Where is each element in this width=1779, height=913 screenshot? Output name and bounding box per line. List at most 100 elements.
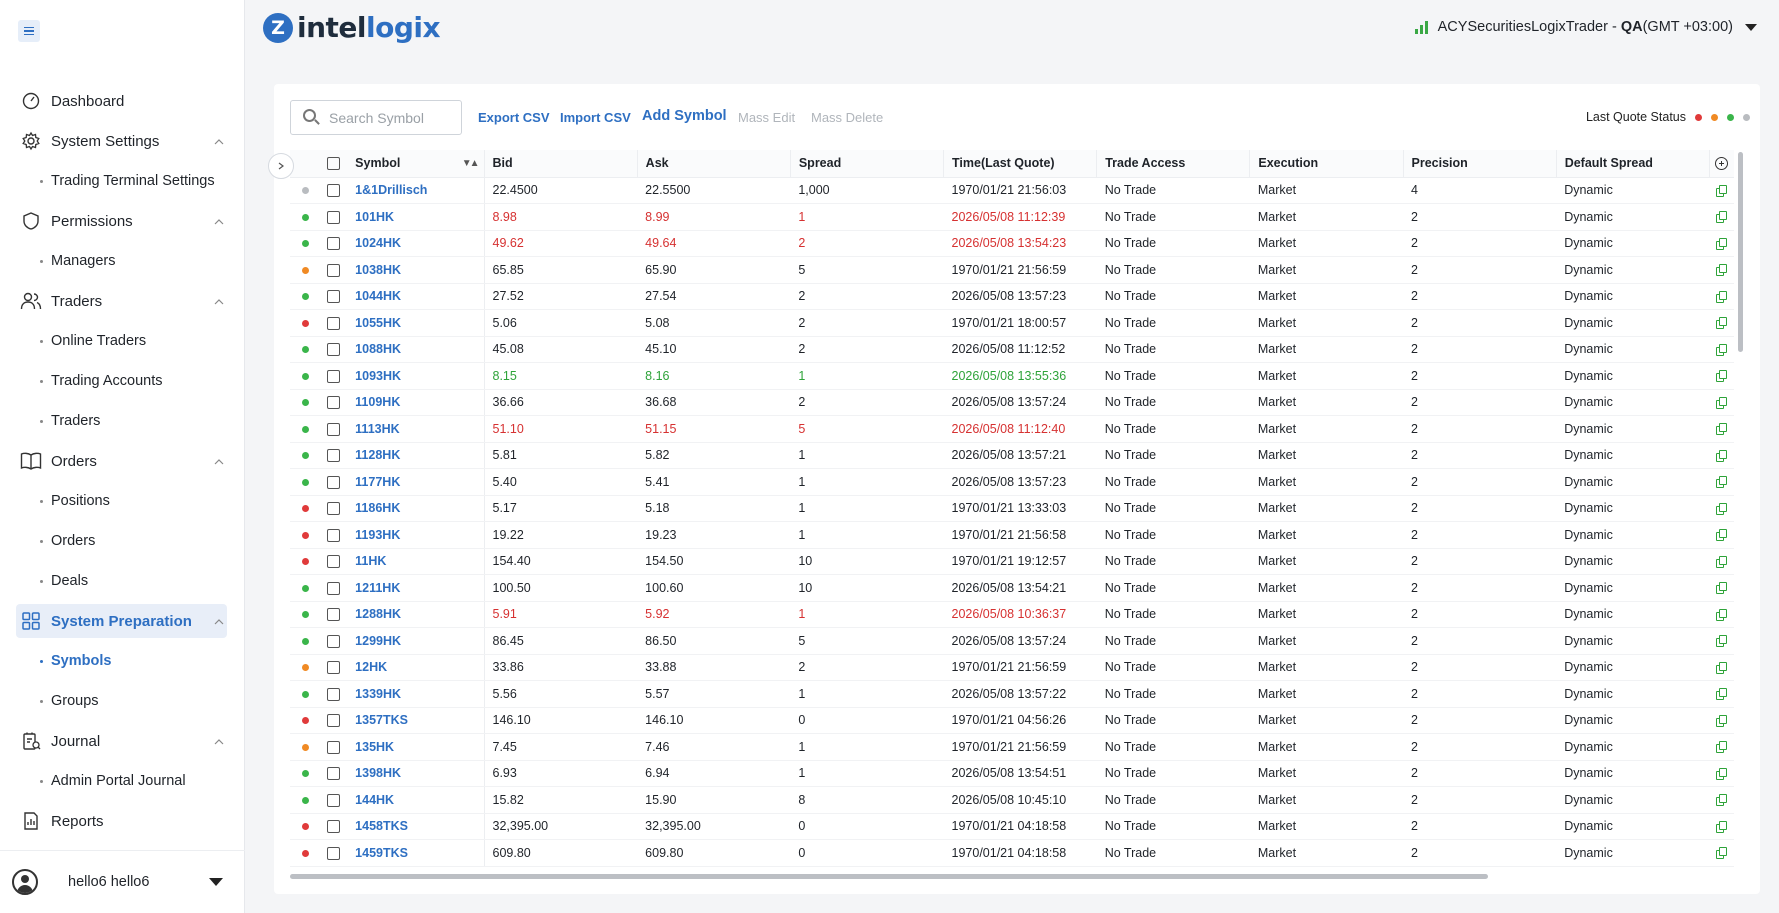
table-row[interactable]: 1211HK 100.50 100.60 10 2026/05/08 13:54:21 N… (290, 574, 1734, 602)
table-row[interactable]: 11HK 154.40 154.50 10 1970/01/21 19:12:57 No … (290, 548, 1734, 575)
sidebar-subitem-groups[interactable]: Groups (40, 684, 227, 718)
chevron-up-icon[interactable] (213, 295, 225, 307)
sort-icon[interactable]: ▼▲ (461, 158, 480, 169)
symbol-link[interactable]: 1088HK (347, 336, 485, 363)
checkbox[interactable] (327, 157, 341, 171)
symbol-link[interactable]: 144HK (347, 786, 485, 814)
symbol-link[interactable]: 101HK (347, 203, 485, 231)
copy-icon[interactable] (1715, 476, 1728, 489)
row-checkbox[interactable] (327, 449, 341, 463)
table-row[interactable]: 1&1Drillisch 22.4500 22.5500 1,000 1970/01/2… (290, 177, 1734, 204)
copy-icon[interactable] (1715, 396, 1728, 409)
copy-icon[interactable] (1715, 211, 1728, 224)
horizontal-scrollbar[interactable] (290, 874, 1735, 880)
add-symbol-button[interactable]: Add Symbol (642, 108, 727, 124)
row-checkbox[interactable] (327, 396, 341, 410)
table-row[interactable]: 1288HK 5.91 5.92 1 2026/05/08 10:36:37 No Tra… (290, 601, 1734, 628)
user-menu[interactable]: hello6 hello6 (0, 850, 245, 913)
copy-icon[interactable] (1715, 317, 1728, 330)
symbol-link[interactable]: 1&1Drillisch (347, 177, 485, 204)
copy-icon[interactable] (1715, 635, 1728, 648)
import-csv-button[interactable]: Import CSV (560, 110, 631, 125)
mass-edit-button[interactable]: Mass Edit (738, 110, 796, 125)
table-row[interactable]: 1093HK 8.15 8.16 1 2026/05/08 13:55:36 No Tra… (290, 362, 1734, 390)
sidebar-subitem-positions[interactable]: Positions (40, 484, 227, 518)
row-checkbox[interactable] (327, 316, 341, 330)
row-checkbox[interactable] (327, 714, 341, 728)
table-row[interactable]: 1109HK 36.66 36.68 2 2026/05/08 13:57:24 No T… (290, 389, 1734, 416)
export-csv-button[interactable]: Export CSV (478, 110, 550, 125)
copy-icon[interactable] (1715, 290, 1728, 303)
row-checkbox[interactable] (327, 422, 341, 436)
select-all-checkbox[interactable] (320, 150, 348, 178)
table-row[interactable]: 1299HK 86.45 86.50 5 2026/05/08 13:57:24 No T… (290, 627, 1734, 655)
row-checkbox[interactable] (327, 502, 341, 516)
sidebar-item-reports[interactable]: Reports (16, 804, 227, 838)
symbol-link[interactable]: 11HK (347, 548, 485, 575)
copy-icon[interactable] (1715, 714, 1728, 727)
copy-icon[interactable] (1715, 184, 1728, 197)
sidebar-item-journal[interactable]: Journal (16, 724, 227, 758)
column-header-ask[interactable]: Ask (637, 150, 791, 178)
copy-icon[interactable] (1715, 423, 1728, 436)
sidebar-subitem-online-traders[interactable]: Online Traders (40, 324, 227, 358)
table-row[interactable]: 1055HK 5.06 5.08 2 1970/01/21 18:00:57 No Tra… (290, 309, 1734, 337)
copy-icon[interactable] (1715, 502, 1728, 515)
sidebar-subitem-managers[interactable]: Managers (40, 244, 227, 278)
copy-icon[interactable] (1715, 264, 1728, 277)
column-header-bid[interactable]: Bid (484, 150, 638, 178)
row-checkbox[interactable] (327, 263, 341, 277)
sidebar-subitem-traders[interactable]: Traders (40, 404, 227, 438)
symbol-link[interactable]: 1357TKS (347, 707, 485, 734)
table-row[interactable]: 1398HK 6.93 6.94 1 2026/05/08 13:54:51 No Tra… (290, 760, 1734, 787)
sidebar-subitem-orders[interactable]: Orders (40, 524, 227, 558)
sidebar-subitem-symbols[interactable]: Symbols (40, 644, 227, 678)
hamburger-icon[interactable] (18, 20, 40, 42)
symbol-link[interactable]: 1044HK (347, 283, 485, 310)
copy-icon[interactable] (1715, 767, 1728, 780)
symbol-link[interactable]: 135HK (347, 733, 485, 761)
copy-icon[interactable] (1715, 820, 1728, 833)
copy-icon[interactable] (1715, 661, 1728, 674)
symbol-link[interactable]: 1038HK (347, 256, 485, 284)
symbol-link[interactable]: 1109HK (347, 389, 485, 416)
sidebar-subitem-trading-terminal-settings[interactable]: Trading Terminal Settings (40, 164, 227, 198)
plus-circle-icon[interactable] (1715, 157, 1729, 171)
table-row[interactable]: 1044HK 27.52 27.54 2 2026/05/08 13:57:23 No T… (290, 283, 1734, 310)
search-box[interactable] (290, 100, 462, 135)
column-header-execution[interactable]: Execution (1249, 150, 1404, 178)
table-row[interactable]: 144HK 15.82 15.90 8 2026/05/08 10:45:10 No Tr… (290, 786, 1734, 814)
row-checkbox[interactable] (327, 369, 341, 383)
row-checkbox[interactable] (327, 210, 341, 224)
copy-icon[interactable] (1715, 529, 1728, 542)
symbol-link[interactable]: 1024HK (347, 230, 485, 257)
row-checkbox[interactable] (327, 475, 341, 489)
row-checkbox[interactable] (327, 687, 341, 701)
copy-icon[interactable] (1715, 741, 1728, 754)
copy-icon[interactable] (1715, 449, 1728, 462)
table-row[interactable]: 1113HK 51.10 51.15 5 2026/05/08 11:12:40 No T… (290, 415, 1734, 443)
expand-panel-button[interactable] (268, 153, 294, 179)
copy-icon[interactable] (1715, 370, 1728, 383)
column-header-time[interactable]: Time(Last Quote) (943, 150, 1098, 178)
symbol-link[interactable]: 12HK (347, 654, 485, 681)
symbol-link[interactable]: 1113HK (347, 415, 485, 443)
vertical-scrollbar[interactable] (1738, 152, 1743, 872)
symbol-link[interactable]: 1055HK (347, 309, 485, 337)
row-checkbox[interactable] (327, 581, 341, 595)
table-row[interactable]: 101HK 8.98 8.99 1 2026/05/08 11:12:39 No Trad… (290, 203, 1734, 231)
symbol-link[interactable]: 1459TKS (347, 839, 485, 867)
row-checkbox[interactable] (327, 740, 341, 754)
symbol-link[interactable]: 1193HK (347, 521, 485, 549)
row-checkbox[interactable] (327, 343, 341, 357)
column-header-precision[interactable]: Precision (1403, 150, 1557, 178)
table-row[interactable]: 1193HK 19.22 19.23 1 1970/01/21 21:56:58 No T… (290, 521, 1734, 549)
symbol-link[interactable]: 1299HK (347, 627, 485, 655)
account-selector[interactable]: ACYSecuritiesLogixTrader - QA (GMT +03:00… (1414, 19, 1757, 35)
sidebar-item-system-settings[interactable]: System Settings (16, 124, 227, 158)
row-checkbox[interactable] (327, 820, 341, 834)
symbol-link[interactable]: 1288HK (347, 601, 485, 628)
column-header-trade-access[interactable]: Trade Access (1096, 150, 1251, 178)
column-header-symbol[interactable]: Symbol ▼▲ (347, 150, 485, 178)
chevron-up-icon[interactable] (213, 615, 225, 627)
